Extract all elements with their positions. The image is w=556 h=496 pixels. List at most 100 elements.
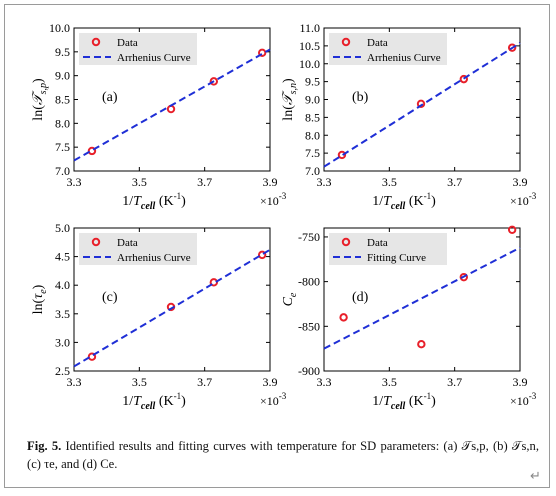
x-tick-label: 3.7: [197, 375, 212, 389]
panel-label: (c): [102, 290, 118, 305]
y-tick-label: 10.5: [299, 39, 320, 53]
x-axis-label: 1/Tcell (K-1): [122, 391, 186, 412]
legend-box: [79, 33, 197, 65]
x-axis-label: 1/Tcell (K-1): [372, 191, 436, 212]
y-tick-label: 10.0: [299, 57, 320, 71]
x-tick-label: 3.5: [382, 375, 397, 389]
y-tick-label: 7.5: [55, 140, 70, 154]
chart-panel-3: 3.3 3.5 3.7 3.9 2.5 3.0 3.5 4.0 4.5 5.0 1/Tcell (K…: [31, 221, 287, 412]
x-tick-label: 3.5: [132, 375, 147, 389]
x-axis-label: 1/Tcell (K-1): [372, 391, 436, 412]
legend-marker-data: [341, 237, 351, 247]
y-tick-label: 2.5: [55, 364, 70, 378]
y-tick-label: 7.5: [305, 146, 320, 160]
legend-box: [329, 33, 447, 65]
panel-label: (b): [352, 90, 369, 105]
x-tick-label: 3.9: [513, 175, 528, 189]
data-point: [416, 99, 426, 108]
y-tick-label: 7.0: [55, 164, 70, 178]
y-tick-label: 8.5: [305, 110, 320, 124]
x-tick-label: 3.3: [67, 375, 82, 389]
x-tick-label: 3.5: [382, 175, 397, 189]
y-tick-label: 4.5: [55, 250, 70, 264]
y-tick-label: 9.5: [55, 45, 70, 59]
x-axis-multiplier: ×10-3: [510, 191, 537, 208]
x-axis-multiplier: ×10-3: [510, 391, 537, 408]
x-axis-multiplier: ×10-3: [260, 391, 287, 408]
fit-curve-line: [323, 246, 521, 350]
x-tick-label: 3.7: [447, 375, 462, 389]
chart-panel-2: 3.3 3.5 3.7 3.9 7.0 7.5 8.0 8.5 9.0 9.5 10.0 10.5 11…: [281, 21, 537, 212]
legend-label: Data: [367, 37, 388, 49]
y-tick-label: 4.0: [55, 278, 70, 292]
x-tick-label: 3.9: [263, 175, 278, 189]
data-point: [166, 104, 176, 114]
legend-label: Fitting Curve: [367, 252, 426, 264]
y-tick-label: 3.5: [55, 307, 70, 321]
legend-marker-data: [341, 37, 351, 47]
fit-curve-line: [323, 42, 521, 168]
x-tick-label: 3.3: [317, 375, 332, 389]
data-point: [339, 313, 348, 322]
legend-box: [79, 233, 197, 265]
x-tick-label: 3.7: [447, 175, 462, 189]
figure-frame: 3.3 3.5 3.7 3.9 7.0 7.5 8.0 8.5 9.0 9.5 10.0 1/Tcel…: [4, 4, 550, 488]
y-axis-label: ln(τe): [31, 284, 49, 314]
legend-box: [329, 233, 447, 265]
legend-label: Arrhenius Curve: [117, 252, 191, 264]
chart-panel-4: 3.3 3.5 3.7 3.9 -900 -850 -800 -750 1/Tcell (K-1…: [281, 225, 537, 412]
data-point: [257, 48, 267, 57]
legend-label: Data: [117, 37, 138, 49]
x-tick-label: 3.3: [317, 175, 332, 189]
fit-curve-line: [73, 248, 271, 368]
x-tick-label: 3.9: [513, 375, 528, 389]
data-point: [507, 225, 517, 234]
y-tick-label: -750: [298, 230, 320, 244]
data-point: [209, 77, 219, 86]
y-tick-label: 3.0: [55, 335, 70, 349]
data-point: [257, 250, 267, 260]
plot-area-frame: [323, 227, 521, 372]
panel-label: (a): [102, 90, 118, 105]
y-tick-label: 9.0: [305, 93, 320, 107]
figure-canvas: 3.3 3.5 3.7 3.9 7.0 7.5 8.0 8.5 9.0 9.5 10.0 1/Tcel…: [31, 21, 537, 412]
y-tick-label: -900: [298, 364, 320, 378]
y-tick-label: -850: [298, 319, 320, 333]
y-tick-label: 5.0: [55, 221, 70, 235]
y-tick-label: 10.0: [49, 21, 70, 35]
plot-area-frame: [73, 227, 271, 372]
legend-label: Arrhenius Curve: [117, 52, 191, 64]
y-tick-label: -800: [298, 275, 320, 289]
x-axis-label: 1/Tcell (K-1): [122, 191, 186, 212]
x-axis-multiplier: ×10-3: [260, 191, 287, 208]
data-point: [337, 150, 347, 160]
legend-marker-data: [91, 237, 101, 247]
x-tick-label: 3.7: [197, 175, 212, 189]
y-tick-label: 9.0: [55, 69, 70, 83]
data-point: [417, 339, 426, 349]
y-axis-label: Ce: [281, 292, 299, 306]
legend-label: Data: [117, 237, 138, 249]
data-point: [459, 74, 469, 84]
y-tick-label: 8.0: [305, 128, 320, 142]
return-mark-icon: ↵: [530, 469, 541, 484]
legend-label: Arrhenius Curve: [367, 52, 441, 64]
x-tick-label: 3.3: [67, 175, 82, 189]
y-tick-label: 11.0: [299, 21, 320, 35]
data-point: [507, 43, 517, 52]
legend-marker-data: [91, 37, 101, 47]
y-axis-label: ln(𝒯s,n): [281, 78, 299, 121]
x-tick-label: 3.9: [263, 375, 278, 389]
y-tick-label: 9.5: [305, 75, 320, 89]
y-axis-label: ln(𝒯s,p): [31, 78, 49, 121]
y-tick-label: 8.0: [55, 116, 70, 130]
data-point: [87, 146, 97, 156]
y-tick-label: 8.5: [55, 93, 70, 107]
caption-text: Identified results and fitting curves wi…: [27, 439, 540, 471]
legend-label: Data: [367, 237, 388, 249]
y-tick-label: 7.0: [305, 164, 320, 178]
panel-label: (d): [352, 290, 369, 305]
chart-panel-1: 3.3 3.5 3.7 3.9 7.0 7.5 8.0 8.5 9.0 9.5 10.0 1/Tcel…: [31, 21, 287, 212]
caption-label: Fig. 5.: [27, 439, 62, 453]
figure-caption: Fig. 5. Identified results and fitting c…: [27, 437, 539, 473]
